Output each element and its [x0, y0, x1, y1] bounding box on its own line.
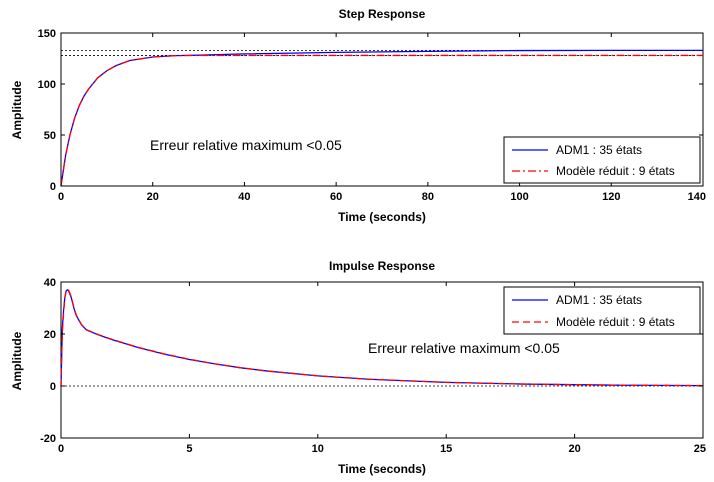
step-x-tick-label: 100 [510, 191, 528, 203]
impulse-x-tick-label: 25 [694, 443, 706, 455]
impulse-y-tick-label: 40 [44, 277, 56, 289]
step-x-tick-label: 80 [422, 191, 434, 203]
impulse-annotation: Erreur relative maximum <0.05 [368, 340, 560, 356]
step-x-tick-label: 0 [58, 191, 64, 203]
step-y-tick-label: 50 [44, 130, 56, 142]
step-legend: ADM1 : 35 états Modèle réduit : 9 états [503, 136, 701, 184]
step-legend-label-adm1: ADM1 : 35 états [556, 143, 642, 157]
impulse-x-tick-label: 5 [186, 443, 192, 455]
impulse-legend-label-reduced: Modèle réduit : 9 états [556, 315, 675, 329]
step-series-reduced [60, 54, 703, 187]
step-y-tick-label: 150 [38, 28, 56, 40]
step-x-axis-label: Time (seconds) [338, 210, 426, 224]
impulse-x-tick-label: 10 [312, 443, 324, 455]
impulse-x-tick-label: 0 [58, 443, 64, 455]
step-y-tick-label: 100 [38, 79, 56, 91]
step-legend-box [503, 136, 701, 184]
step-annotation: Erreur relative maximum <0.05 [150, 137, 342, 153]
impulse-series-lines [60, 288, 704, 387]
impulse-y-tick-label: 20 [44, 329, 56, 341]
impulse-legend: ADM1 : 35 états Modèle réduit : 9 états [503, 286, 701, 335]
step-y-ticks: 0 50 100 150 [38, 28, 703, 193]
impulse-y-ticks: -20 0 20 40 [40, 277, 703, 445]
step-series-lines [60, 49, 703, 187]
step-x-tick-label: 140 [688, 191, 706, 203]
impulse-legend-label-adm1: ADM1 : 35 états [556, 293, 642, 307]
impulse-series-reduced [60, 288, 704, 387]
impulse-x-tick-label: 15 [440, 443, 452, 455]
step-legend-label-reduced: Modèle réduit : 9 états [556, 164, 675, 178]
impulse-y-axis-label: Amplitude [10, 331, 24, 390]
impulse-plot-title: Impulse Response [329, 259, 435, 273]
step-x-tick-label: 20 [147, 191, 159, 203]
step-x-ticks: 0 20 40 60 80 100 120 140 [58, 33, 706, 203]
impulse-x-axis-label: Time (seconds) [338, 462, 426, 476]
impulse-y-tick-label: -20 [40, 433, 56, 445]
step-x-tick-label: 60 [330, 191, 342, 203]
impulse-legend-box [503, 286, 701, 335]
step-response-plot: Step Response 0 20 40 60 80 100 120 140 0 50 100 1… [10, 7, 706, 224]
step-y-axis-label: Amplitude [10, 80, 24, 139]
impulse-x-tick-label: 20 [568, 443, 580, 455]
step-y-tick-label: 0 [50, 181, 56, 193]
impulse-y-tick-label: 0 [50, 381, 56, 393]
step-x-tick-label: 40 [238, 191, 250, 203]
step-plot-title: Step Response [339, 7, 426, 21]
step-x-tick-label: 120 [602, 191, 620, 203]
impulse-x-ticks: 0 5 10 15 20 25 [58, 282, 706, 455]
